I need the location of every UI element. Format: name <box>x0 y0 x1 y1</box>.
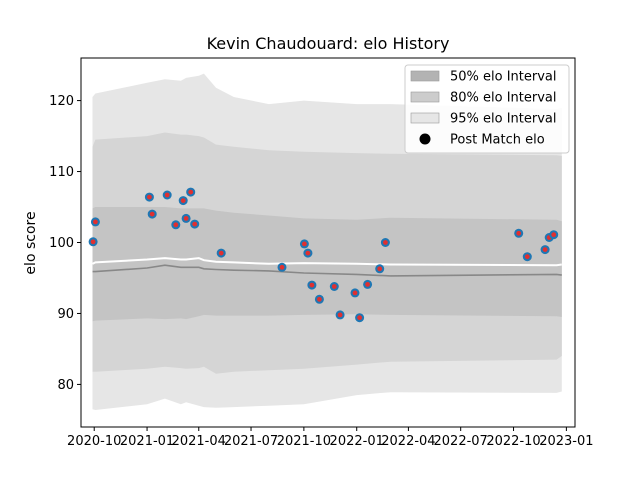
post-match-point-center <box>542 247 548 253</box>
y-axis-label: elo score <box>23 211 39 274</box>
post-match-point-center <box>357 315 362 321</box>
post-match-points <box>88 187 559 323</box>
x-tick-label: 2023-01 <box>539 434 593 449</box>
legend-box <box>404 64 570 154</box>
post-match-point-center <box>147 194 152 200</box>
y-tick-label: 120 <box>49 94 74 109</box>
x-tick-label: 2021-07 <box>224 434 278 449</box>
y-axis-ticks: 80 90 100 110 120 <box>49 94 81 393</box>
post-match-point-center <box>331 284 337 289</box>
post-match-point-center <box>279 264 285 270</box>
post-match-point-center <box>218 250 224 256</box>
legend: 50% elo Interval 80% elo Interval 95% elo … <box>404 64 570 154</box>
post-match-point-center <box>352 290 358 296</box>
mean-elo-line <box>92 264 562 277</box>
legend-swatch <box>410 112 440 124</box>
post-match-point-center <box>173 222 179 228</box>
x-tick-label: 2021-04 <box>172 434 226 449</box>
post-match-point-center <box>302 241 307 247</box>
legend-marker <box>419 133 431 145</box>
y-tick-label: 80 <box>57 378 74 393</box>
legend-label: 80% elo Interval <box>450 91 557 106</box>
post-match-point-center <box>305 250 311 256</box>
post-match-point-center <box>551 232 557 238</box>
x-tick-label: 2021-10 <box>277 434 331 449</box>
post-match-point-center <box>337 312 343 318</box>
legend-label: 95% elo Interval <box>450 112 557 127</box>
x-tick-label: 2022-10 <box>486 434 540 449</box>
legend-swatch <box>410 70 440 82</box>
legend-label: Post Match elo <box>450 133 545 148</box>
elo-estimate-line <box>92 257 562 267</box>
post-match-point-center <box>365 282 370 287</box>
post-match-point-center <box>377 266 383 272</box>
interval-bands <box>92 73 562 410</box>
legend-label: 50% elo Interval <box>450 70 557 85</box>
x-tick-label: 2022-07 <box>434 434 488 449</box>
post-match-point-center <box>149 211 155 217</box>
post-match-point-center <box>90 239 96 245</box>
post-match-point-center <box>188 189 194 195</box>
post-match-point-center <box>317 296 322 302</box>
chart-title: Kevin Chaudouard: elo History <box>207 34 450 53</box>
x-tick-label: 2022-01 <box>330 434 384 449</box>
y-tick-label: 90 <box>57 307 74 322</box>
x-tick-label: 2021-01 <box>120 434 174 449</box>
post-match-point-center <box>192 221 198 227</box>
post-match-point-center <box>309 282 315 288</box>
post-match-point-center <box>383 240 388 245</box>
post-match-point-center <box>524 254 530 260</box>
y-tick-label: 100 <box>49 236 74 251</box>
post-match-point-center <box>183 216 189 221</box>
post-match-point-center <box>93 219 98 225</box>
legend-swatch <box>410 91 440 103</box>
post-match-point-center <box>164 192 170 198</box>
post-match-point-center <box>180 198 186 204</box>
x-axis-ticks: 2020-102021-012021-042021-072021-102022-… <box>67 427 594 449</box>
x-tick-label: 2022-04 <box>381 434 435 449</box>
x-tick-label: 2020-10 <box>67 434 121 449</box>
post-match-point-center <box>516 230 522 236</box>
y-tick-label: 110 <box>49 165 74 180</box>
